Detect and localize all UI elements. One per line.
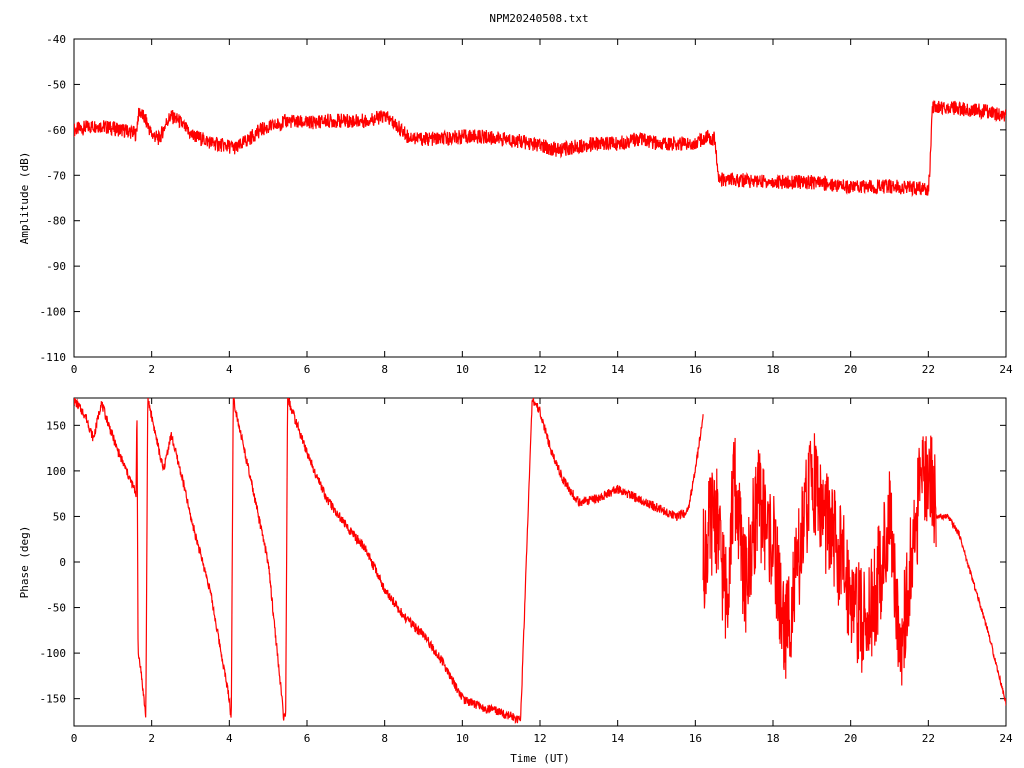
series-line [74,398,704,724]
x-tick-label: 10 [456,732,469,745]
x-tick-label: 16 [689,732,702,745]
chart-title: NPM20240508.txt [489,12,588,25]
y-axis-title: Amplitude (dB) [18,152,31,245]
y-tick-label: -110 [40,351,67,364]
x-axis-title: Time (UT) [510,752,570,765]
y-tick-label: -80 [46,215,66,228]
amplitude-panel: 0 2 4 6 8 10 12 14 16 18 20 22 24-40-50-60-70-80-90-… [18,33,1013,376]
x-tick-label: 2 [148,363,155,376]
x-tick-label: 2 [148,732,155,745]
series-line [935,513,1006,706]
y-tick-label: -100 [40,647,67,660]
x-tick-label: 24 [999,363,1013,376]
x-tick-label: 4 [226,732,233,745]
x-tick-label: 8 [381,732,388,745]
y-tick-label: -60 [46,124,66,137]
x-tick-label: 0 [71,732,78,745]
x-tick-label: 12 [533,363,546,376]
y-tick-label: 0 [59,556,66,569]
x-tick-label: 6 [304,363,311,376]
phase-panel: 0 2 4 6 8 10 12 14 16 18 20 22 24150100500-50-100-15… [18,397,1013,765]
x-tick-label: 20 [844,363,857,376]
y-tick-label: -40 [46,33,66,46]
x-tick-label: 12 [533,732,546,745]
y-tick-label: -70 [46,169,66,182]
x-tick-label: 6 [304,732,311,745]
x-tick-label: 10 [456,363,469,376]
y-tick-label: -50 [46,78,66,91]
series-line [702,433,937,686]
plot-frame [73,38,1007,358]
y-tick-label: -90 [46,260,66,273]
x-tick-label: 18 [766,732,779,745]
y-tick-label: 50 [53,510,66,523]
x-tick-label: 0 [71,363,78,376]
x-tick-label: 8 [381,363,388,376]
x-tick-label: 22 [922,363,935,376]
x-tick-label: 14 [611,363,625,376]
y-axis-title: Phase (deg) [18,526,31,599]
y-tick-label: 100 [46,465,66,478]
plot-frame [73,397,1007,727]
series-line [74,99,1006,198]
x-tick-label: 16 [689,363,702,376]
x-tick-label: 4 [226,363,233,376]
y-tick-label: -100 [40,306,67,319]
y-tick-label: 150 [46,419,66,432]
x-tick-label: 18 [766,363,779,376]
x-tick-label: 22 [922,732,935,745]
x-tick-label: 14 [611,732,625,745]
y-tick-label: -50 [46,602,66,615]
y-tick-label: -150 [40,693,67,706]
x-tick-label: 20 [844,732,857,745]
x-tick-label: 24 [999,732,1013,745]
